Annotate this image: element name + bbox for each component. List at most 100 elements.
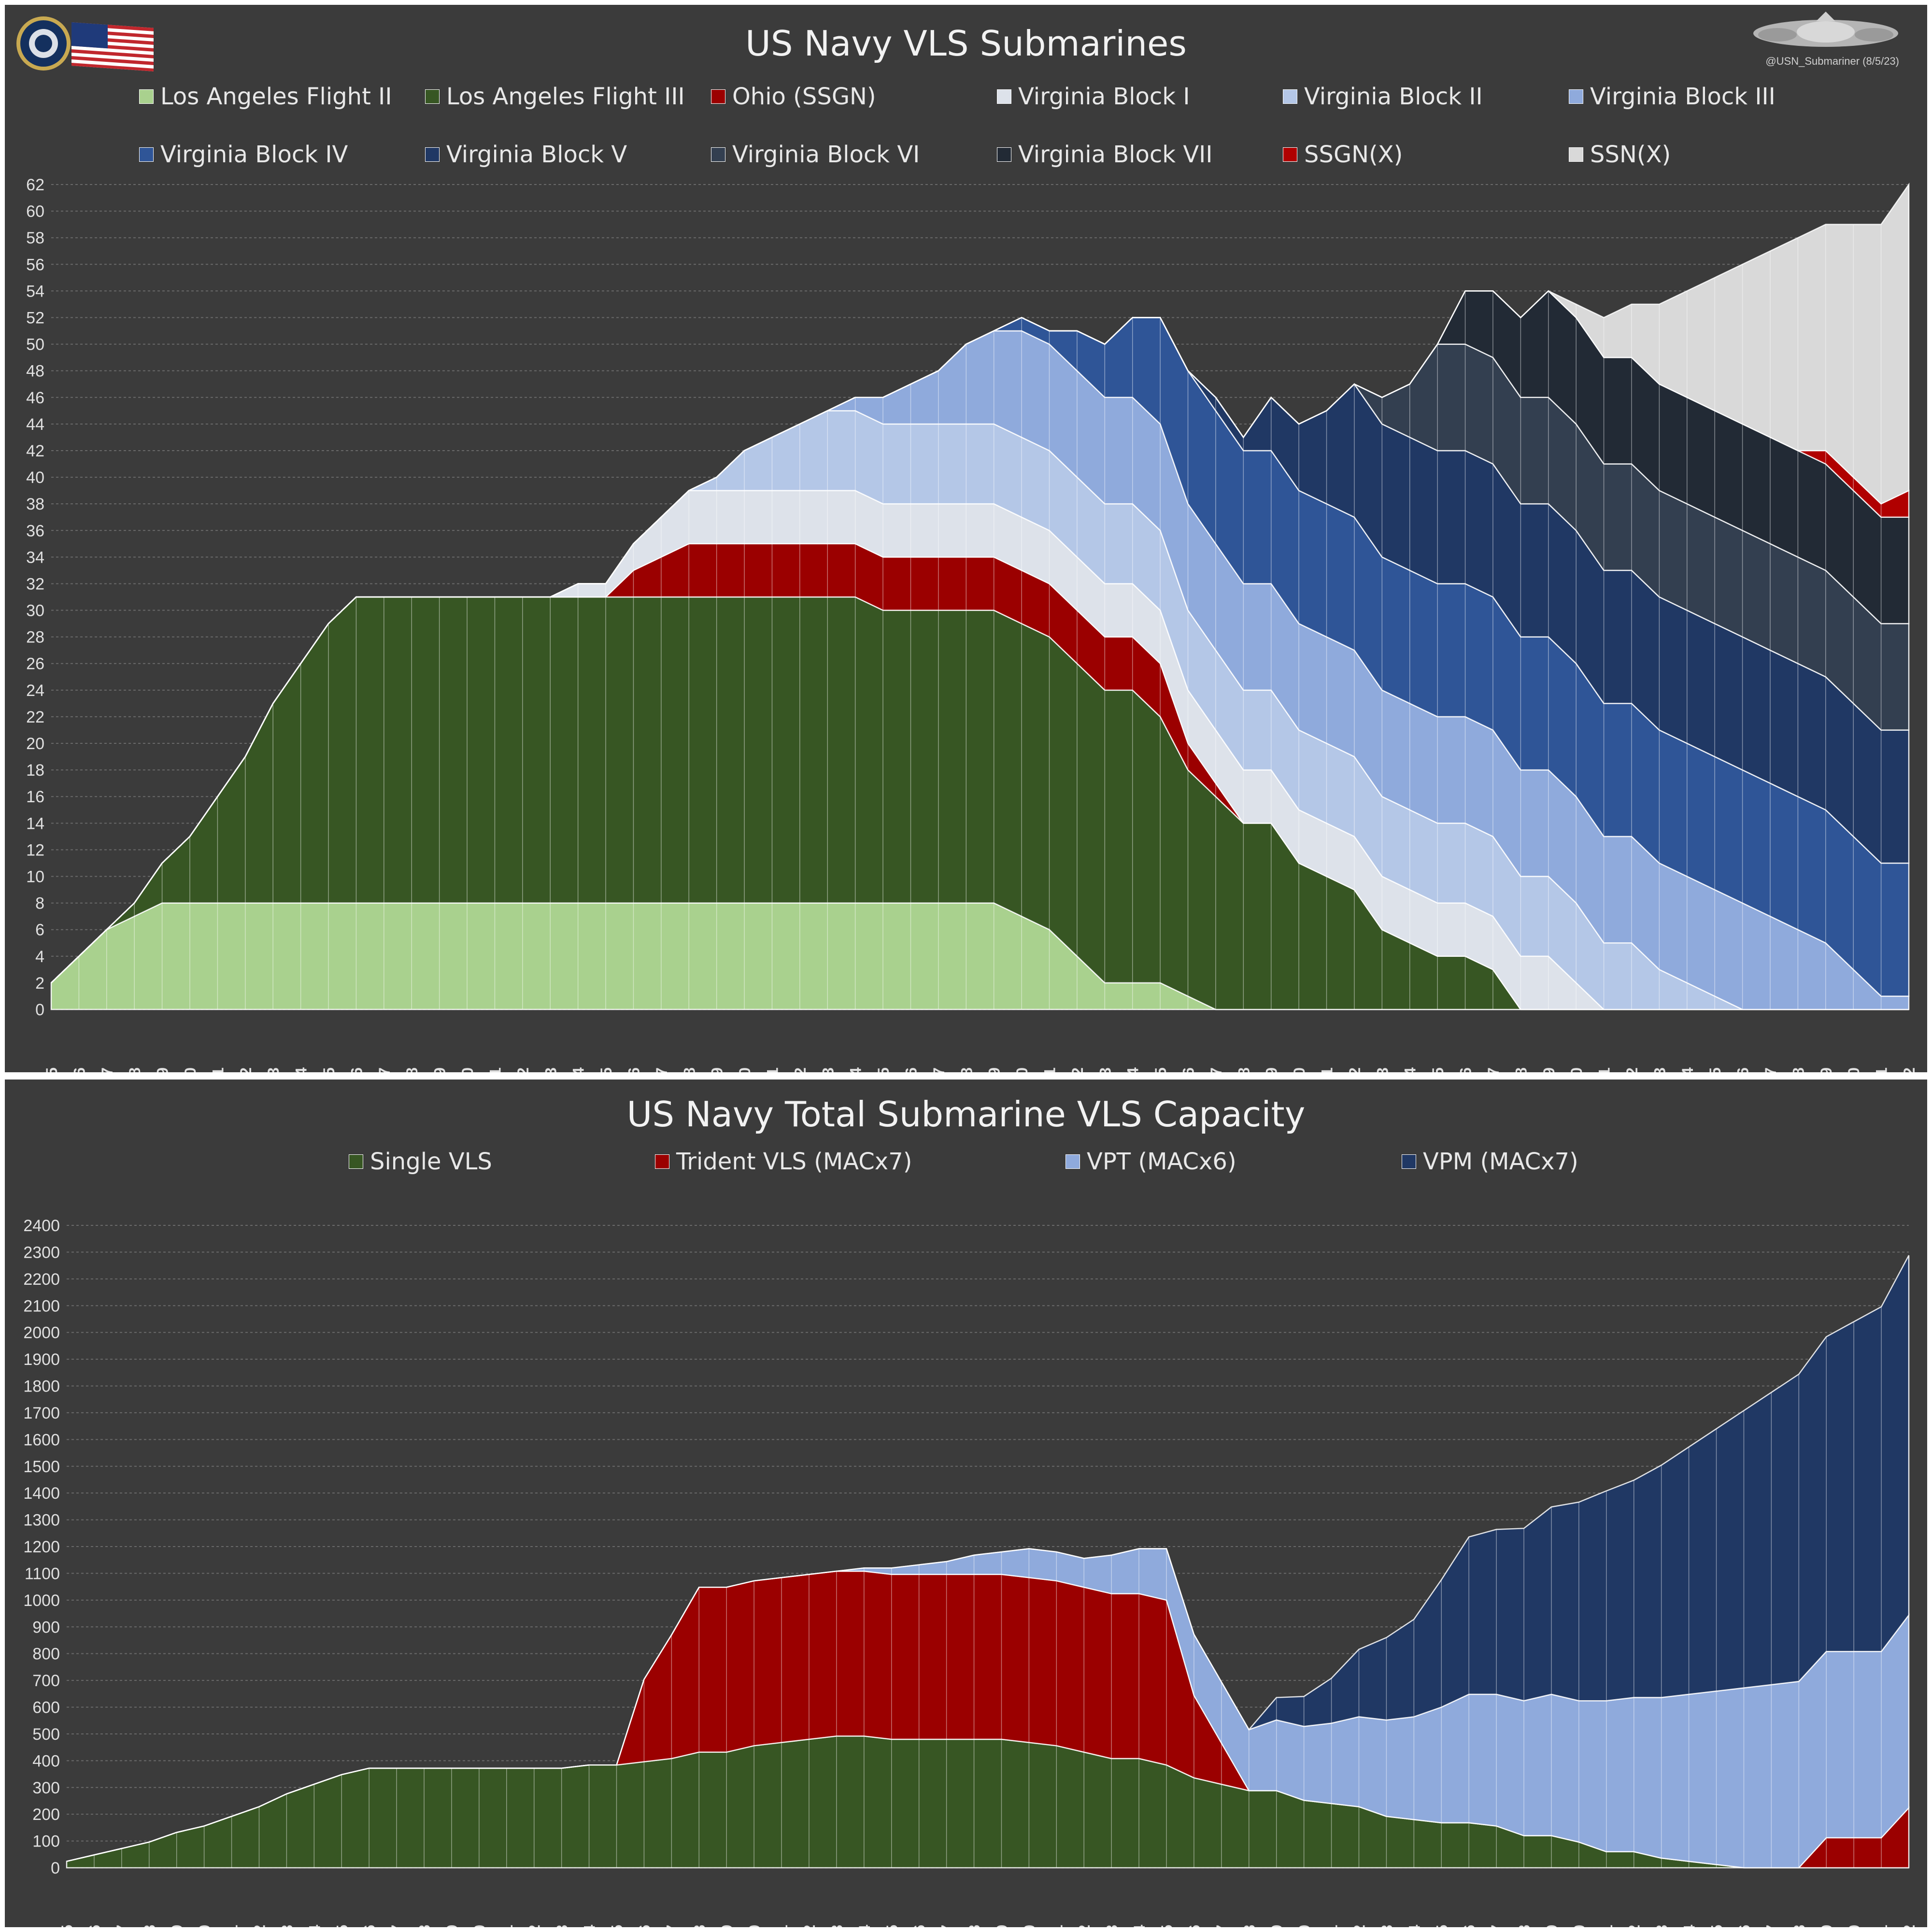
x-tick-label: 1996: [348, 1067, 365, 1072]
x-tick-label: 2029: [1263, 1067, 1280, 1072]
x-tick-label: 2006: [636, 1925, 653, 1927]
y-tick-label: 20: [26, 735, 44, 753]
x-tick-label: 1985: [58, 1925, 76, 1927]
x-tick-label: 2019: [993, 1925, 1010, 1927]
author-credit: @USN_Submariner (8/5/23): [1765, 55, 1899, 67]
y-tick-label: 1700: [23, 1404, 60, 1422]
legend-swatch: [1569, 89, 1583, 104]
x-tick-label: 2048: [1790, 1067, 1807, 1072]
legend-swatch: [711, 147, 725, 162]
x-tick-label: 2006: [625, 1067, 642, 1072]
x-tick-label: 2052: [1901, 1925, 1918, 1927]
y-tick-label: 56: [26, 256, 44, 274]
legend-item: Trident VLS (MACx7): [655, 1148, 912, 1175]
x-tick-label: 2048: [1790, 1925, 1808, 1927]
legend-item: VPM (MACx7): [1402, 1148, 1578, 1175]
legend-item: Ohio (SSGN): [711, 83, 876, 110]
legend-item: Virginia Block II: [1283, 83, 1483, 110]
x-tick-label: 1988: [141, 1925, 158, 1927]
x-tick-label: 2009: [709, 1067, 726, 1072]
y-tick-label: 2: [35, 974, 44, 993]
x-tick-label: 2029: [1268, 1925, 1286, 1927]
y-tick-label: 62: [26, 176, 44, 194]
legend-swatch: [139, 89, 154, 104]
x-tick-label: 1993: [265, 1067, 282, 1072]
y-tick-label: 1900: [23, 1350, 60, 1369]
area-series-ssn-x-: [51, 183, 1910, 983]
x-tick-label: 2049: [1818, 1925, 1835, 1927]
legend-label: Trident VLS (MACx7): [676, 1148, 912, 1175]
x-tick-label: 2023: [1096, 1067, 1114, 1072]
y-tick-label: 0: [35, 1001, 44, 1019]
x-tick-label: 2028: [1235, 1067, 1252, 1072]
x-tick-label: 2021: [1041, 1067, 1059, 1072]
y-tick-label: 2200: [23, 1270, 60, 1289]
x-tick-label: 2007: [663, 1925, 681, 1927]
y-tick-label: 58: [26, 229, 44, 247]
x-tick-label: 2041: [1598, 1925, 1616, 1927]
x-tick-label: 1987: [114, 1925, 131, 1927]
legend-label: Single VLS: [370, 1148, 492, 1175]
y-tick-label: 34: [26, 548, 44, 567]
legend-label: SSGN(X): [1304, 141, 1403, 168]
x-tick-label: 2019: [986, 1067, 1003, 1072]
y-tick-label: 300: [32, 1779, 60, 1797]
y-tick-label: 1500: [23, 1458, 60, 1476]
y-tick-label: 52: [26, 309, 44, 327]
legend-item: Virginia Block VII: [997, 141, 1212, 168]
x-tick-label: 1990: [182, 1067, 199, 1072]
legend-label: VPT (MACx6): [1087, 1148, 1236, 1175]
x-tick-label: 1994: [306, 1925, 323, 1927]
x-tick-label: 2004: [570, 1067, 587, 1072]
y-tick-label: 24: [26, 682, 44, 700]
y-tick-label: 10: [26, 868, 44, 886]
x-tick-label: 2005: [609, 1925, 626, 1927]
x-tick-label: 2046: [1734, 1067, 1752, 1072]
x-tick-label: 1986: [71, 1067, 88, 1072]
x-tick-label: 2032: [1346, 1067, 1364, 1072]
x-tick-label: 1989: [154, 1067, 171, 1072]
x-tick-label: 1991: [209, 1067, 227, 1072]
y-tick-label: 26: [26, 655, 44, 673]
y-tick-label: 30: [26, 602, 44, 620]
y-tick-label: 2400: [23, 1217, 60, 1235]
x-tick-label: 2026: [1180, 1067, 1197, 1072]
legend-swatch: [1283, 147, 1297, 162]
y-tick-label: 48: [26, 362, 44, 381]
legend-item: SSGN(X): [1283, 141, 1403, 168]
x-tick-label: 2026: [1186, 1925, 1203, 1927]
legend-label: Virginia Block II: [1304, 83, 1483, 110]
x-tick-label: 2038: [1516, 1925, 1533, 1927]
x-tick-label: 2008: [691, 1925, 708, 1927]
y-tick-label: 2300: [23, 1243, 60, 1262]
y-tick-label: 200: [32, 1805, 60, 1824]
x-tick-label: 1990: [196, 1925, 213, 1927]
legend-item: Single VLS: [349, 1148, 492, 1175]
x-tick-label: 2011: [764, 1067, 781, 1072]
y-tick-label: 2100: [23, 1297, 60, 1315]
x-tick-label: 1987: [99, 1067, 116, 1072]
x-tick-label: 2031: [1319, 1067, 1336, 1072]
x-tick-label: 2051: [1873, 1067, 1890, 1072]
x-tick-label: 2032: [1350, 1925, 1368, 1927]
x-tick-label: 2049: [1818, 1067, 1835, 1072]
legend-swatch: [349, 1154, 363, 1169]
x-tick-label: 2045: [1708, 1925, 1726, 1927]
x-tick-label: 1988: [126, 1067, 143, 1072]
legend-swatch: [425, 147, 440, 162]
legend-item: Los Angeles Flight III: [425, 83, 685, 110]
x-tick-label: 2014: [856, 1925, 873, 1927]
legend-item: Virginia Block IV: [139, 141, 348, 168]
y-tick-label: 4: [35, 948, 44, 966]
x-tick-label: 2024: [1124, 1067, 1142, 1072]
x-tick-label: 1994: [293, 1067, 310, 1072]
y-tick-label: 1200: [23, 1538, 60, 1556]
y-tick-label: 44: [26, 415, 44, 434]
y-tick-label: 2000: [23, 1324, 60, 1342]
x-tick-label: 2037: [1488, 1925, 1506, 1927]
legend-label: SSN(X): [1590, 141, 1671, 168]
y-tick-label: 36: [26, 522, 44, 540]
legend-label: Virginia Block VI: [732, 141, 920, 168]
